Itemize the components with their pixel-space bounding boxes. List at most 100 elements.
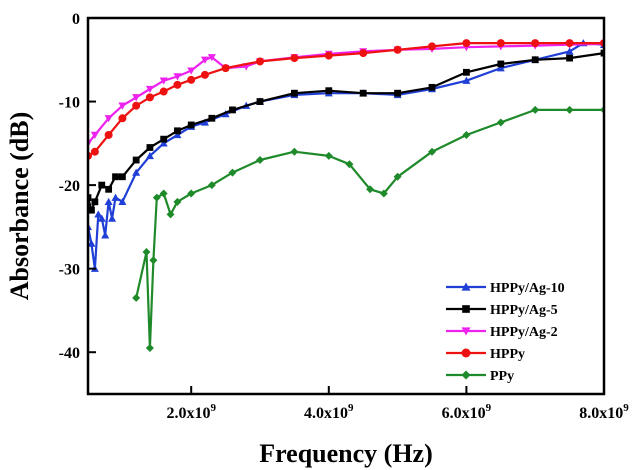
data-point-ppy xyxy=(166,210,175,219)
data-point-hppy-ag-2 xyxy=(200,56,209,64)
data-point-ppy xyxy=(393,172,402,181)
data-point-hppy-ag-10 xyxy=(173,130,182,139)
data-point-hppy-ag-5 xyxy=(394,89,401,97)
legend-marker xyxy=(461,327,471,336)
data-point-ppy xyxy=(462,130,471,139)
legend-item-hppy-ag-2: HPPy/Ag-2 xyxy=(446,325,558,340)
data-point-hppy-ag-10 xyxy=(111,193,120,201)
data-point-hppy xyxy=(496,39,505,48)
data-point-ppy xyxy=(496,118,505,127)
data-point-ppy xyxy=(379,189,388,198)
legend-marker xyxy=(462,305,470,313)
data-point-hppy xyxy=(118,114,127,123)
data-point-hppy-ag-5 xyxy=(497,60,505,68)
data-point-hppy-ag-10 xyxy=(132,168,141,176)
data-point-hppy xyxy=(200,70,209,79)
data-point-hppy-ag-10 xyxy=(200,118,209,126)
legend-item-hppy: HPPy xyxy=(446,347,525,362)
data-point-hppy-ag-5 xyxy=(187,121,195,129)
data-point-hppy-ag-5 xyxy=(174,127,181,135)
data-point-hppy-ag-10 xyxy=(496,64,505,72)
data-point-hppy-ag-10 xyxy=(159,139,168,147)
data-point-hppy xyxy=(159,87,168,96)
data-point-hppy xyxy=(393,45,402,54)
data-point-hppy-ag-10 xyxy=(108,214,117,222)
data-point-hppy xyxy=(359,49,368,58)
data-point-hppy-ag-2 xyxy=(132,94,141,102)
legend-label: HPPy/Ag-5 xyxy=(490,303,558,318)
legend-item-hppy-ag-10: HPPy/Ag-10 xyxy=(446,281,565,296)
data-point-hppy-ag-5 xyxy=(112,173,119,181)
data-point-hppy-ag-5 xyxy=(463,68,470,76)
data-point-ppy xyxy=(565,105,574,114)
y-tick-label: -40 xyxy=(59,345,80,362)
legend-marker xyxy=(461,282,471,291)
data-point-hppy-ag-5 xyxy=(208,114,216,122)
data-point-hppy xyxy=(256,57,264,66)
data-point-ppy xyxy=(428,147,436,156)
data-point-hppy-ag-5 xyxy=(119,173,126,181)
data-point-hppy xyxy=(104,130,113,139)
data-point-hppy-ag-5 xyxy=(325,87,333,95)
data-point-hppy-ag-10 xyxy=(94,210,103,218)
x-tick-label: 8.0x109 xyxy=(579,402,629,422)
data-point-hppy-ag-5 xyxy=(88,206,95,214)
x-axis-title: Frequency (Hz) xyxy=(259,439,433,468)
series-line-ppy xyxy=(135,108,604,350)
data-point-hppy-ag-10 xyxy=(565,47,574,55)
y-tick-label: -10 xyxy=(59,95,80,112)
data-point-hppy-ag-5 xyxy=(132,156,140,164)
data-point-hppy xyxy=(290,54,299,63)
data-point-hppy-ag-5 xyxy=(146,144,154,151)
series-line-hppy xyxy=(88,41,604,157)
data-point-ppy xyxy=(207,181,216,190)
data-point-hppy-ag-10 xyxy=(462,76,471,84)
data-point-hppy xyxy=(428,42,436,51)
y-axis-title: Absorbance (dB) xyxy=(5,112,34,301)
data-point-hppy-ag-2 xyxy=(187,67,196,75)
series-hppy-ag-5 xyxy=(88,49,604,214)
data-point-hppy-ag-2 xyxy=(104,115,113,123)
data-point-ppy xyxy=(324,151,333,160)
data-point-hppy-ag-10 xyxy=(88,239,96,247)
legend: HPPy/Ag-10 HPPy/Ag-5 HPPy/Ag-2 HPPy PPy xyxy=(446,281,565,384)
legend-label: HPPy/Ag-2 xyxy=(490,325,558,340)
plot-frame xyxy=(86,16,606,396)
data-point-ppy xyxy=(159,189,168,198)
data-point-hppy xyxy=(145,93,154,102)
data-point-ppy xyxy=(345,160,354,169)
data-point-ppy xyxy=(531,105,540,114)
data-point-ppy xyxy=(145,344,154,353)
data-point-hppy-ag-5 xyxy=(531,56,539,64)
legend-label: HPPy/Ag-10 xyxy=(490,281,565,296)
legend-item-hppy-ag-5: HPPy/Ag-5 xyxy=(446,303,558,318)
data-point-hppy-ag-2 xyxy=(90,131,99,139)
data-point-hppy-ag-2 xyxy=(207,54,216,62)
data-point-ppy xyxy=(228,168,237,177)
data-point-hppy-ag-5 xyxy=(600,49,604,57)
data-point-ppy xyxy=(142,247,151,256)
x-tick-label: 2.0x109 xyxy=(166,402,216,422)
data-point-ppy xyxy=(256,156,264,165)
ticks-layer: 2.0x109 4.0x109 6.0x109 8.0x109 0 -10 -20 -30 -4… xyxy=(59,11,630,422)
data-point-ppy xyxy=(152,193,161,202)
data-point-hppy xyxy=(221,64,230,73)
data-point-hppy-ag-2 xyxy=(118,102,127,110)
data-point-hppy xyxy=(565,39,574,48)
legend-item-ppy: PPy xyxy=(446,369,514,384)
data-point-hppy-ag-5 xyxy=(98,181,106,189)
data-point-hppy xyxy=(187,75,196,84)
data-point-hppy xyxy=(324,51,333,60)
series-layer xyxy=(88,39,604,353)
data-point-hppy-ag-5 xyxy=(428,83,436,91)
data-point-hppy-ag-10 xyxy=(118,197,127,206)
series-line-hppy-ag-2 xyxy=(88,42,604,145)
data-point-hppy xyxy=(173,80,182,89)
data-point-ppy xyxy=(366,185,375,194)
data-point-ppy xyxy=(187,189,196,198)
data-point-hppy-ag-10 xyxy=(101,231,110,239)
data-point-hppy xyxy=(132,101,141,110)
y-tick-label: -20 xyxy=(59,178,80,195)
